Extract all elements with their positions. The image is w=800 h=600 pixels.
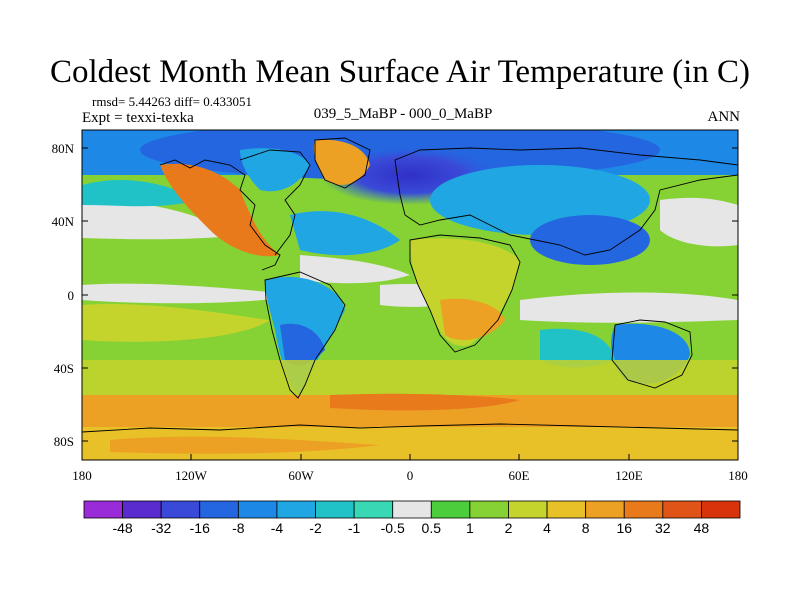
x-tick-label: 60E — [509, 468, 530, 483]
colorbar-label: 1 — [466, 520, 474, 536]
colorbar-label: -0.5 — [381, 520, 405, 536]
field-epac — [82, 303, 270, 342]
field-greenland — [313, 139, 370, 185]
x-tick-label: 180 — [728, 468, 748, 483]
colorbar-label: -16 — [190, 520, 210, 536]
x-tick-label: 60W — [288, 468, 314, 483]
field-canada — [240, 148, 310, 192]
colorbar-label: -2 — [309, 520, 322, 536]
map-field — [82, 130, 738, 460]
field-socean-core — [330, 393, 520, 411]
field-indian — [540, 328, 615, 368]
chart-title: Coldest Month Mean Surface Air Temperatu… — [50, 54, 750, 90]
colorbar-label: 2 — [505, 520, 513, 536]
comparison-label: 039_5_MaBP - 000_0_MaBP — [313, 106, 493, 122]
colorbar-label: 0.5 — [422, 520, 442, 536]
colorbar-swatch — [623, 500, 664, 519]
field-samerica-core — [280, 323, 325, 366]
colorbar-swatch — [160, 500, 201, 519]
field-antarctic-warm — [110, 436, 380, 454]
stats-text: rmsd= 5.44263 diff= 0.433051 — [92, 94, 252, 109]
field-npac-cyan — [82, 180, 200, 207]
field-tibet — [530, 215, 650, 265]
x-tick-label: 120W — [175, 468, 208, 483]
colorbar-label: -4 — [271, 520, 284, 536]
field-trop-grey-e — [520, 292, 738, 323]
colorbar-label: -1 — [348, 520, 361, 536]
field-natl — [290, 211, 400, 256]
colorbar-swatch — [237, 500, 278, 519]
colorbar-label: 48 — [694, 520, 710, 536]
field-trop-grey-w — [82, 283, 300, 304]
field-natl-grey — [300, 255, 410, 284]
colorbar-swatch — [546, 500, 587, 519]
x-tick-labels: 180 120W 60W 0 60E 120E 180 — [72, 468, 748, 483]
season-label: ANN — [707, 109, 741, 125]
colorbar-swatch — [122, 500, 162, 519]
field-wna — [160, 163, 280, 257]
coast-samerica — [264, 271, 346, 399]
y-tick-label: 40N — [52, 214, 75, 229]
colorbar-label: 16 — [616, 520, 632, 536]
colorbar-swatch — [469, 500, 509, 519]
colorbar: -48 -32 -16 -8 -4 -2 -1 -0.5 0.5 1 2 4 8 16 32 48 — [83, 500, 741, 536]
colorbar-swatch — [276, 500, 316, 519]
experiment-label: Expt = texxi-texka — [82, 110, 194, 126]
field-npac-grey — [82, 202, 240, 240]
field-wpac-grey — [660, 197, 738, 247]
coast-namerica-e — [239, 149, 311, 256]
colorbar-swatch — [315, 500, 355, 519]
colorbar-label: -32 — [151, 520, 171, 536]
colorbar-label: -8 — [232, 520, 245, 536]
colorbar-swatch — [430, 500, 471, 519]
y-tick-label: 80N — [52, 141, 75, 156]
coast-eurasia — [394, 147, 738, 256]
y-tick-labels: 80N 40N 0 40S 80S — [52, 141, 75, 449]
colorbar-swatch — [701, 500, 741, 519]
y-tick-label: 40S — [54, 361, 74, 376]
coast-africa — [409, 234, 521, 353]
colorbar-swatch — [392, 500, 432, 519]
y-tick-label: 0 — [68, 288, 75, 303]
x-tick-label: 120E — [615, 468, 643, 483]
colorbar-swatch — [508, 500, 548, 519]
colorbar-swatch — [662, 500, 702, 519]
coastlines — [82, 137, 738, 433]
x-tick-label: 180 — [72, 468, 92, 483]
coast-australia — [611, 319, 693, 389]
coast-namerica-w — [159, 159, 281, 271]
field-smidlat — [82, 360, 738, 395]
colorbar-swatch — [199, 500, 239, 519]
y-tick-label: 80S — [54, 434, 74, 449]
colorbar-label: 8 — [582, 520, 590, 536]
colorbar-swatch — [83, 500, 123, 519]
colorbar-label: 32 — [655, 520, 671, 536]
colorbar-swatch — [585, 500, 625, 519]
colorbar-label: -48 — [112, 520, 132, 536]
coast-greenland — [314, 137, 371, 189]
axis-ticks — [81, 147, 739, 460]
colorbar-swatch — [353, 500, 394, 519]
x-tick-label: 0 — [407, 468, 414, 483]
coast-antarctica — [82, 423, 738, 433]
colorbar-label: 4 — [543, 520, 551, 536]
